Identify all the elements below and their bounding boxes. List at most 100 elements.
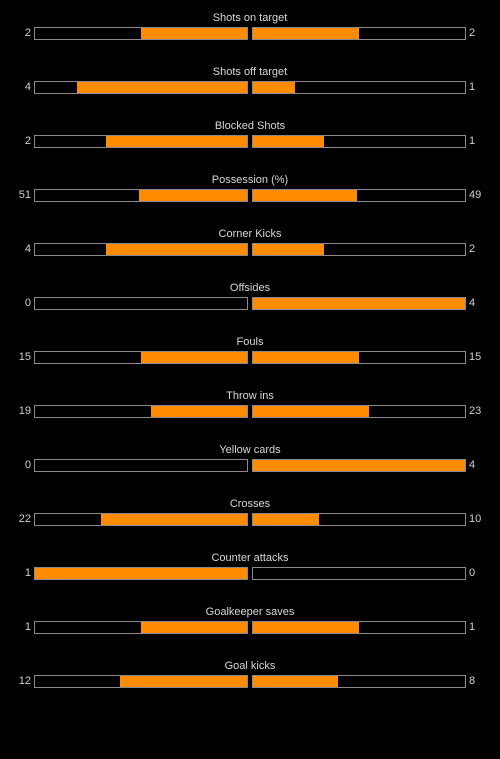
home-bar (34, 189, 248, 202)
home-bar-fill (141, 352, 247, 363)
home-bar (34, 405, 248, 418)
home-bar-fill (101, 514, 247, 525)
stat-label: Shots off target (212, 66, 288, 78)
away-bar (252, 135, 466, 148)
match-stats-panel: Shots on target 2 2 Shots off target 4 1… (0, 10, 500, 712)
stat-row-fouls: Fouls 15 15 (0, 334, 500, 388)
away-bar-fill (253, 676, 338, 687)
home-bar (34, 243, 248, 256)
home-bar (34, 621, 248, 634)
away-bar (252, 513, 466, 526)
away-value: 4 (469, 459, 476, 471)
home-bar-fill (119, 676, 247, 687)
home-value: 0 (24, 459, 31, 471)
home-bar (34, 675, 248, 688)
away-bar-fill (253, 136, 324, 147)
home-value: 15 (18, 351, 31, 363)
stat-label: Goalkeeper saves (205, 606, 295, 618)
home-bar (34, 81, 248, 94)
home-value: 12 (18, 675, 31, 687)
away-value: 2 (469, 27, 476, 39)
stat-row-goalkeeper-saves: Goalkeeper saves 1 1 (0, 604, 500, 658)
away-bar (252, 459, 466, 472)
home-value: 2 (24, 135, 31, 147)
away-bar (252, 297, 466, 310)
home-value: 1 (24, 621, 31, 633)
away-bar-fill (253, 406, 370, 417)
home-bar-fill (138, 190, 247, 201)
stat-label: Offsides (229, 282, 271, 294)
stat-row-blocked-shots: Blocked Shots 2 1 (0, 118, 500, 172)
home-bar (34, 27, 248, 40)
home-bar (34, 567, 248, 580)
stat-row-goal-kicks: Goal kicks 12 8 (0, 658, 500, 712)
stat-label: Throw ins (226, 390, 274, 402)
away-value: 49 (469, 189, 482, 201)
away-bar (252, 675, 466, 688)
home-value: 1 (24, 567, 31, 579)
home-bar-fill (141, 622, 247, 633)
home-bar-fill (141, 28, 247, 39)
home-bar (34, 351, 248, 364)
stat-row-corner-kicks: Corner Kicks 4 2 (0, 226, 500, 280)
home-bar-fill (151, 406, 247, 417)
away-bar-fill (253, 460, 465, 471)
home-value: 0 (24, 297, 31, 309)
away-bar-fill (253, 190, 357, 201)
stat-label: Possession (%) (211, 174, 289, 186)
home-bar-fill (105, 244, 247, 255)
home-value: 2 (24, 27, 31, 39)
stat-label: Shots on target (212, 12, 288, 24)
home-bar (34, 459, 248, 472)
home-bar-fill (35, 568, 247, 579)
away-bar (252, 621, 466, 634)
home-value: 4 (24, 243, 31, 255)
away-bar (252, 567, 466, 580)
stat-row-shots-off-target: Shots off target 4 1 (0, 64, 500, 118)
away-bar-fill (253, 514, 320, 525)
stat-label: Blocked Shots (214, 120, 286, 132)
stat-row-shots-on-target: Shots on target 2 2 (0, 10, 500, 64)
away-bar-fill (253, 298, 465, 309)
away-value: 0 (469, 567, 476, 579)
away-bar-fill (253, 244, 324, 255)
away-value: 4 (469, 297, 476, 309)
stat-label: Counter attacks (211, 552, 289, 564)
away-bar (252, 27, 466, 40)
home-bar (34, 297, 248, 310)
away-value: 1 (469, 135, 476, 147)
stat-row-yellow-cards: Yellow cards 0 4 (0, 442, 500, 496)
away-bar-fill (253, 352, 359, 363)
away-value: 1 (469, 621, 476, 633)
home-value: 22 (18, 513, 31, 525)
stat-label: Fouls (236, 336, 264, 348)
stat-label: Corner Kicks (218, 228, 282, 240)
stat-row-possession: Possession (%) 51 49 (0, 172, 500, 226)
away-value: 15 (469, 351, 482, 363)
home-value: 4 (24, 81, 31, 93)
away-bar (252, 81, 466, 94)
away-value: 1 (469, 81, 476, 93)
stat-row-offsides: Offsides 0 4 (0, 280, 500, 334)
away-bar (252, 243, 466, 256)
away-bar (252, 351, 466, 364)
stat-row-counter-attacks: Counter attacks 1 0 (0, 550, 500, 604)
stat-label: Goal kicks (224, 660, 276, 672)
away-value: 8 (469, 675, 476, 687)
home-bar (34, 135, 248, 148)
away-bar-fill (253, 622, 359, 633)
away-bar (252, 189, 466, 202)
away-value: 10 (469, 513, 482, 525)
home-bar-fill (105, 136, 247, 147)
home-value: 51 (18, 189, 31, 201)
home-bar (34, 513, 248, 526)
away-bar-fill (253, 28, 359, 39)
stat-label: Yellow cards (219, 444, 281, 456)
away-value: 23 (469, 405, 482, 417)
stat-row-throw-ins: Throw ins 19 23 (0, 388, 500, 442)
away-value: 2 (469, 243, 476, 255)
home-value: 19 (18, 405, 31, 417)
home-bar-fill (77, 82, 247, 93)
stat-row-crosses: Crosses 22 10 (0, 496, 500, 550)
stat-label: Crosses (229, 498, 271, 510)
